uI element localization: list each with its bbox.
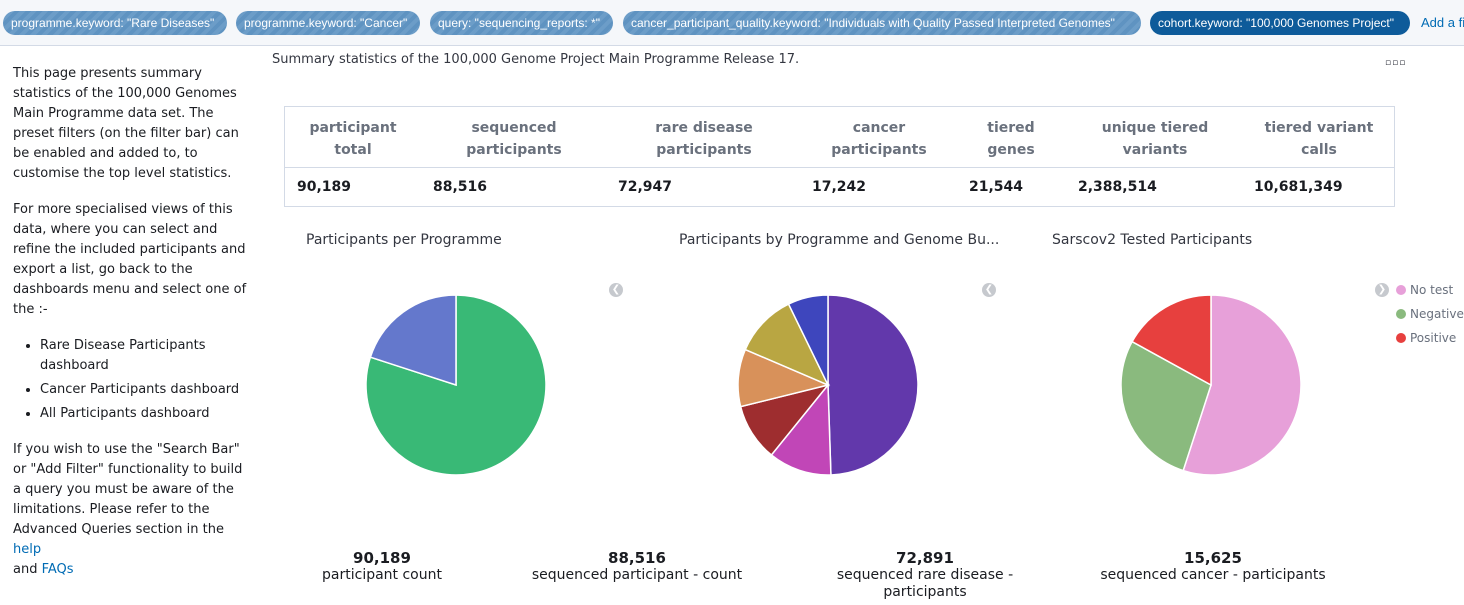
header-line: variants: [1122, 142, 1188, 158]
chevron-right-icon[interactable]: ❯: [1375, 283, 1389, 297]
chart-legend: No test Negative Positive: [1396, 282, 1464, 354]
value-rare-disease-participants: 72,947: [618, 179, 673, 195]
header-line: tiered: [987, 120, 1035, 136]
header-tiered-variant-calls: tiered variant calls: [1259, 117, 1379, 161]
filter-pill-cancer-quality[interactable]: cancer_participant_quality.keyword: "Ind…: [623, 11, 1141, 35]
header-sequenced-participants: sequenced participants: [460, 117, 568, 161]
header-tiered-genes: tiered genes: [981, 117, 1041, 161]
add-filter-link[interactable]: Add a fi: [1421, 15, 1464, 30]
faqs-link[interactable]: FAQs: [41, 562, 74, 577]
legend-label: Positive: [1410, 331, 1457, 345]
filter-pill-rare-diseases[interactable]: programme.keyword: "Rare Diseases": [3, 11, 227, 35]
header-line: rare disease: [655, 120, 753, 136]
header-cancer-participants: cancer participants: [825, 117, 933, 161]
header-participant-total: participant total: [305, 117, 401, 161]
header-line: genes: [987, 142, 1035, 158]
pie-slice[interactable]: [1182, 294, 1302, 476]
metric-sequenced-participant-count: 88,516 sequenced participant - count: [530, 549, 744, 584]
metric-sequenced-rare-disease: 72,891 sequenced rare disease - particip…: [797, 549, 1053, 601]
value-unique-tiered-variants: 2,388,514: [1078, 179, 1157, 195]
pie-chart-programme: [365, 294, 547, 476]
legend-dot: [1396, 285, 1406, 295]
metric-label: sequenced participant - count: [531, 567, 743, 583]
chart-title-programme: Participants per Programme: [306, 232, 502, 248]
metric-value: 90,189: [353, 549, 411, 567]
metric-value: 88,516: [608, 549, 666, 567]
header-line: participant: [309, 120, 397, 136]
pie-chart-genome-build: [737, 294, 919, 476]
description-panel: This page presents summary statistics of…: [13, 64, 248, 596]
dashboards-paragraph: For more specialised views of this data,…: [13, 202, 247, 317]
value-tiered-genes: 21,544: [969, 179, 1024, 195]
summary-title: Summary statistics of the 100,000 Genome…: [272, 52, 800, 67]
stats-header-row: participant total sequenced participants r…: [285, 107, 1394, 168]
filter-pill-sequencing-reports[interactable]: query: "sequencing_reports: *": [430, 11, 613, 35]
list-item: Cancer Participants dashboard: [40, 380, 248, 400]
header-line: participants: [656, 142, 752, 158]
header-rare-disease-participants: rare disease participants: [650, 117, 758, 161]
help-link[interactable]: help: [13, 542, 42, 557]
header-line: participants: [831, 142, 927, 158]
header-line: calls: [1301, 142, 1337, 158]
metric-sequenced-cancer: 15,625 sequenced cancer - participants: [1098, 549, 1328, 584]
metric-label: sequenced rare disease - participants: [836, 567, 1014, 600]
filter-pill-cohort[interactable]: cohort.keyword: "100,000 Genomes Project…: [1150, 11, 1410, 35]
limitations-paragraph: If you wish to use the "Search Bar" or "…: [13, 440, 248, 580]
stats-table: participant total sequenced participants r…: [284, 106, 1395, 207]
list-item: All Participants dashboard: [40, 404, 248, 424]
chevron-left-icon[interactable]: ❮: [982, 283, 996, 297]
value-sequenced-participants: 88,516: [433, 179, 488, 195]
header-line: tiered variant: [1264, 120, 1374, 136]
metric-value: 15,625: [1184, 549, 1242, 567]
metric-label: participant count: [322, 567, 442, 583]
chart-title-genome-build: Participants by Programme and Genome Bu.…: [679, 232, 1000, 248]
legend-dot: [1396, 309, 1406, 319]
header-unique-tiered-variants: unique tiered variants: [1095, 117, 1215, 161]
value-cancer-participants: 17,242: [812, 179, 867, 195]
legend-item-positive[interactable]: Positive: [1396, 330, 1464, 354]
legend-item-no-test[interactable]: No test: [1396, 282, 1464, 306]
intro-paragraph: This page presents summary statistics of…: [13, 66, 239, 181]
legend-label: No test: [1410, 283, 1454, 297]
pie-slice[interactable]: [827, 294, 919, 476]
pie-slice[interactable]: [787, 294, 829, 386]
legend-item-negative[interactable]: Negative: [1396, 306, 1464, 330]
metric-label: sequenced cancer - participants: [1100, 567, 1326, 583]
header-line: cancer: [852, 120, 906, 136]
header-line: participants: [466, 142, 562, 158]
limitations-text: If you wish to use the "Search Bar" or "…: [13, 442, 243, 537]
dashboard-list: Rare Disease Participants dashboard Canc…: [40, 336, 248, 424]
header-line: total: [334, 142, 372, 158]
filter-pill-cancer[interactable]: programme.keyword: "Cancer": [236, 11, 420, 35]
pie-slice[interactable]: [369, 294, 457, 387]
panel-options-icon[interactable]: ▫▫▫: [1385, 58, 1407, 68]
header-line: unique tiered: [1101, 120, 1209, 136]
legend-dot: [1396, 333, 1406, 343]
metric-participant-count: 90,189 participant count: [306, 549, 458, 584]
chevron-left-icon[interactable]: ❮: [609, 283, 623, 297]
legend-label: Negative: [1410, 307, 1464, 321]
value-participant-total: 90,189: [297, 179, 352, 195]
metric-value: 72,891: [896, 549, 954, 567]
pie-chart-sarscov2: [1120, 294, 1302, 476]
chart-title-sarscov2: Sarscov2 Tested Participants: [1052, 232, 1253, 248]
header-line: sequenced: [471, 120, 557, 136]
pie-slice[interactable]: [744, 303, 830, 387]
pie-slice[interactable]: [1120, 340, 1212, 472]
filter-bar: programme.keyword: "Rare Diseases" progr…: [0, 0, 1464, 46]
list-item: Rare Disease Participants dashboard: [40, 336, 248, 376]
value-tiered-variant-calls: 10,681,349: [1254, 179, 1343, 195]
pie-slice[interactable]: [770, 382, 832, 476]
pie-slice[interactable]: [1131, 294, 1212, 387]
and-text: and: [13, 562, 42, 577]
